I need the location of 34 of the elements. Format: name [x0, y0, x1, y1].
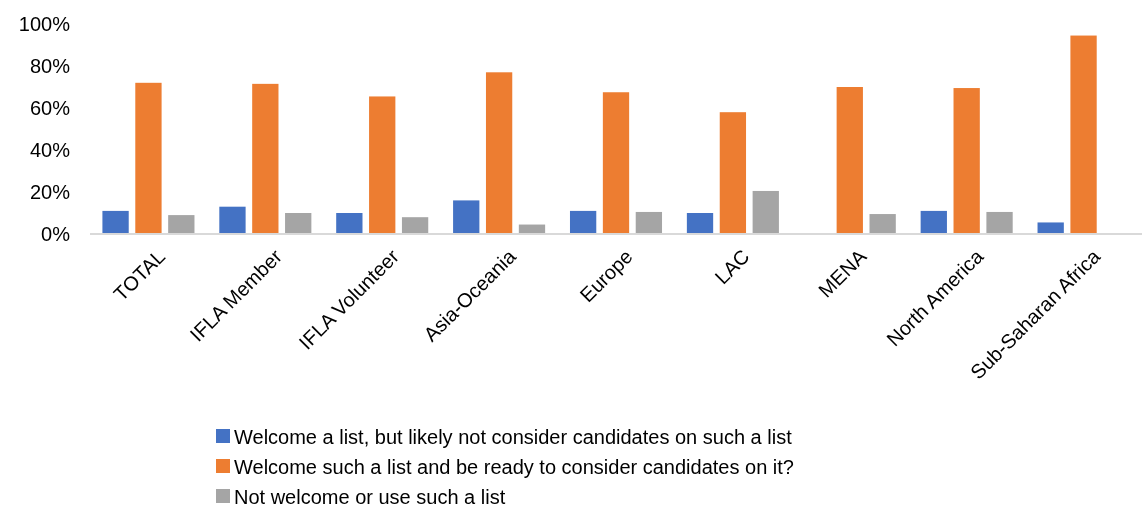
bar: [719, 112, 747, 234]
y-tick-label: 60%: [29, 97, 71, 119]
y-tick-label: 40%: [29, 139, 71, 161]
legend-label: Welcome such a list and be ready to consider candidates on it?: [234, 456, 794, 478]
bar: [869, 214, 896, 234]
bar: [752, 190, 779, 234]
bar: [336, 213, 363, 234]
y-tick-label: 100%: [18, 13, 71, 35]
bar: [168, 215, 195, 234]
bar: [401, 217, 429, 234]
bar: [1070, 35, 1097, 234]
x-tick-label: LAC: [710, 245, 754, 289]
bar: [252, 83, 279, 234]
bar: [569, 210, 597, 234]
y-tick-label: 0%: [41, 223, 71, 245]
bar: [453, 200, 480, 234]
bar: [602, 92, 630, 234]
bar: [285, 213, 312, 234]
bar: [953, 88, 980, 234]
bar: [836, 87, 863, 234]
bar: [1037, 222, 1064, 234]
bar: [986, 211, 1013, 234]
y-tick-label: 20%: [29, 181, 71, 203]
bar: [686, 213, 714, 234]
bar: [635, 211, 663, 234]
bar: [219, 206, 246, 234]
legend-label: Not welcome or use such a list: [234, 486, 506, 508]
bar: [102, 210, 129, 234]
legend-label: Welcome a list, but likely not consider candidates on such a list: [234, 426, 793, 448]
bar: [920, 210, 947, 234]
bar: [135, 82, 162, 234]
y-tick-label: 80%: [29, 55, 71, 77]
bar: [369, 96, 396, 234]
bar: [485, 72, 513, 234]
